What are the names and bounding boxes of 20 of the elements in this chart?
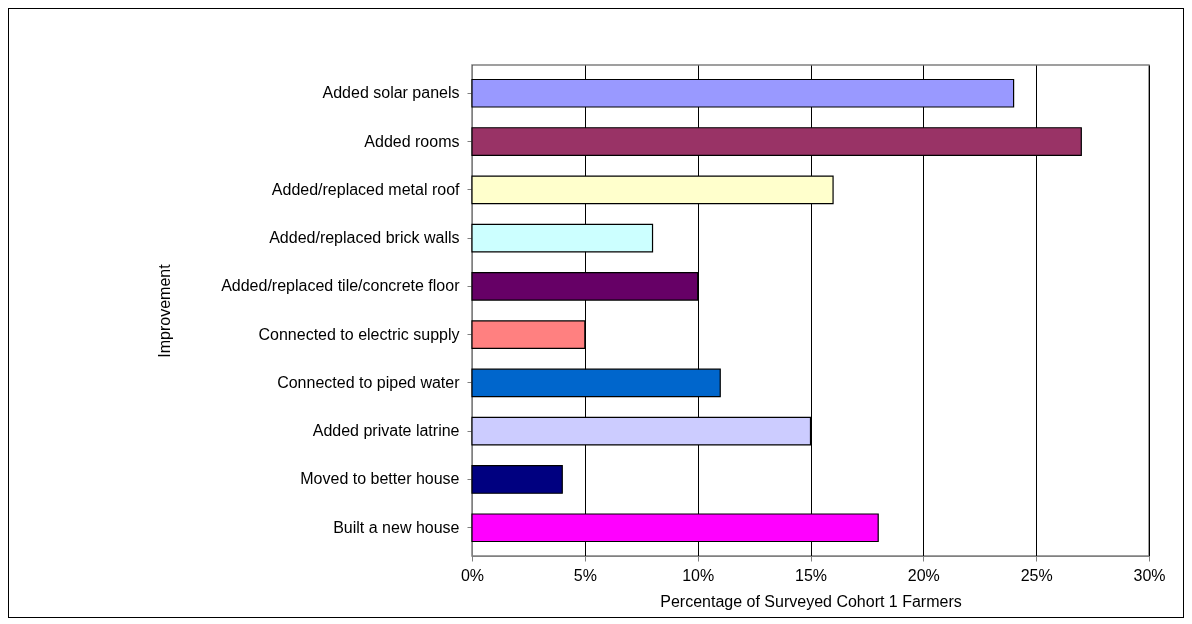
x-tick-label: 10% — [682, 566, 715, 584]
y-tick-label: Connected to piped water — [277, 373, 461, 391]
y-tick-label: Added private latrine — [312, 422, 460, 440]
y-tick-label: Connected to electric supply — [258, 325, 460, 343]
y-tick-label: Added solar panels — [322, 84, 460, 102]
x-axis-title: Percentage of Surveyed Cohort 1 Farmers — [660, 592, 962, 610]
y-tick-label: Added/replaced metal roof — [271, 180, 461, 198]
y-axis-title: Improvement — [155, 263, 173, 358]
y-tick-label: Added rooms — [364, 132, 460, 150]
y-tick-label: Moved to better house — [300, 470, 460, 488]
x-tick-label: 25% — [1020, 566, 1053, 584]
x-tick-label: 20% — [907, 566, 940, 584]
x-tick-label: 30% — [1133, 566, 1166, 584]
y-tick-label: Added/replaced tile/concrete floor — [221, 277, 461, 295]
y-tick-label: Built a new house — [333, 518, 460, 536]
x-tick-label: 15% — [794, 566, 828, 584]
y-tick-label: Added/replaced brick walls — [269, 229, 460, 247]
bar — [471, 465, 563, 494]
x-tick-label: 0% — [460, 566, 485, 584]
x-tick-label: 5% — [573, 566, 597, 584]
